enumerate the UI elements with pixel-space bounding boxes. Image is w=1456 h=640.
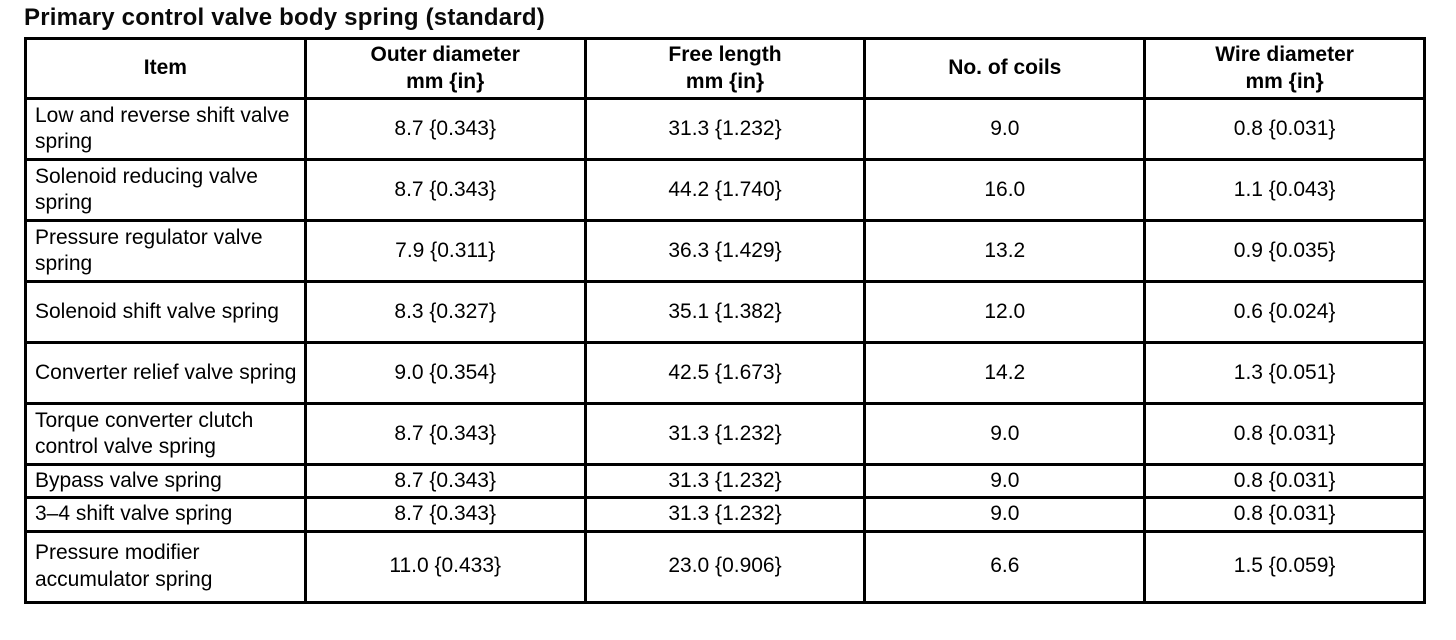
- column-header-unit: mm {in}: [1245, 69, 1324, 93]
- free-length-cell: 31.3 {1.232}: [583, 462, 867, 500]
- spring-spec-table: Item Outer diameter mm {in} Free length …: [24, 37, 1426, 604]
- column-header-no-of-coils: No. of coils: [863, 37, 1147, 100]
- table-row: Solenoid reducing valve spring 8.7 {0.34…: [24, 158, 1426, 222]
- no-of-coils-cell: 9.0: [863, 402, 1147, 466]
- item-cell: Low and reverse shift valve spring: [24, 97, 307, 161]
- outer-diameter-cell: 8.3 {0.327}: [303, 280, 587, 344]
- column-header-label: Wire diameter: [1215, 43, 1354, 67]
- table-row: Solenoid shift valve spring 8.3 {0.327} …: [24, 280, 1426, 344]
- no-of-coils-cell: 16.0: [863, 158, 1147, 222]
- wire-diameter-cell: 0.8 {0.031}: [1143, 402, 1426, 466]
- no-of-coils-cell: 9.0: [863, 97, 1147, 161]
- item-cell: Solenoid shift valve spring: [24, 280, 307, 344]
- table-row: Pressure regulator valve spring 7.9 {0.3…: [24, 219, 1426, 283]
- free-length-cell: 36.3 {1.429}: [583, 219, 867, 283]
- wire-diameter-cell: 0.9 {0.035}: [1143, 219, 1426, 283]
- item-cell: 3–4 shift valve spring: [24, 496, 307, 533]
- no-of-coils-cell: 6.6: [863, 529, 1147, 604]
- column-header-label: No. of coils: [948, 56, 1062, 80]
- outer-diameter-cell: 8.7 {0.343}: [303, 496, 587, 533]
- outer-diameter-cell: 7.9 {0.311}: [303, 219, 587, 283]
- item-cell: Bypass valve spring: [24, 462, 307, 500]
- table-row: Torque converter clutch control valve sp…: [24, 402, 1426, 466]
- table-row: Bypass valve spring 8.7 {0.343} 31.3 {1.…: [24, 462, 1426, 500]
- free-length-cell: 44.2 {1.740}: [583, 158, 867, 222]
- outer-diameter-cell: 11.0 {0.433}: [303, 529, 587, 604]
- table-row: 3–4 shift valve spring 8.7 {0.343} 31.3 …: [24, 496, 1426, 533]
- no-of-coils-cell: 9.0: [863, 496, 1147, 533]
- table-row: Low and reverse shift valve spring 8.7 {…: [24, 97, 1426, 161]
- document-page: Primary control valve body spring (stand…: [24, 4, 1426, 604]
- item-cell: Pressure regulator valve spring: [24, 219, 307, 283]
- header-row: Item Outer diameter mm {in} Free length …: [24, 37, 1426, 100]
- outer-diameter-cell: 8.7 {0.343}: [303, 462, 587, 500]
- wire-diameter-cell: 1.3 {0.051}: [1143, 341, 1426, 405]
- outer-diameter-cell: 8.7 {0.343}: [303, 402, 587, 466]
- column-header-item: Item: [24, 37, 307, 100]
- wire-diameter-cell: 1.5 {0.059}: [1143, 529, 1426, 604]
- free-length-cell: 42.5 {1.673}: [583, 341, 867, 405]
- outer-diameter-cell: 8.7 {0.343}: [303, 158, 587, 222]
- column-header-label: Item: [143, 56, 187, 80]
- item-cell: Pressure modifier accumulator spring: [24, 529, 307, 604]
- no-of-coils-cell: 9.0: [863, 462, 1147, 500]
- outer-diameter-cell: 8.7 {0.343}: [303, 97, 587, 161]
- column-header-unit: mm {in}: [685, 69, 765, 93]
- table-header: Item Outer diameter mm {in} Free length …: [24, 37, 1426, 100]
- column-header-wire-diameter: Wire diameter mm {in}: [1143, 37, 1426, 100]
- no-of-coils-cell: 14.2: [863, 341, 1147, 405]
- no-of-coils-cell: 12.0: [863, 280, 1147, 344]
- wire-diameter-cell: 1.1 {0.043}: [1143, 158, 1426, 222]
- item-cell: Converter relief valve spring: [24, 341, 307, 405]
- no-of-coils-cell: 13.2: [863, 219, 1147, 283]
- free-length-cell: 31.3 {1.232}: [583, 97, 867, 161]
- column-header-label: Free length: [668, 43, 782, 67]
- outer-diameter-cell: 9.0 {0.354}: [303, 341, 587, 405]
- wire-diameter-cell: 0.6 {0.024}: [1143, 280, 1426, 344]
- item-cell: Solenoid reducing valve spring: [24, 158, 307, 222]
- page-title: Primary control valve body spring (stand…: [24, 4, 545, 31]
- free-length-cell: 23.0 {0.906}: [583, 529, 867, 604]
- table-body: Low and reverse shift valve spring 8.7 {…: [24, 97, 1426, 604]
- wire-diameter-cell: 0.8 {0.031}: [1143, 496, 1426, 533]
- column-header-unit: mm {in}: [406, 69, 485, 93]
- wire-diameter-cell: 0.8 {0.031}: [1143, 97, 1426, 161]
- item-cell: Torque converter clutch control valve sp…: [24, 402, 307, 466]
- column-header-label: Outer diameter: [370, 43, 520, 67]
- free-length-cell: 31.3 {1.232}: [583, 402, 867, 466]
- free-length-cell: 35.1 {1.382}: [583, 280, 867, 344]
- column-header-outer-diameter: Outer diameter mm {in}: [303, 37, 587, 100]
- free-length-cell: 31.3 {1.232}: [583, 496, 867, 533]
- wire-diameter-cell: 0.8 {0.031}: [1143, 462, 1426, 500]
- table-row: Converter relief valve spring 9.0 {0.354…: [24, 341, 1426, 405]
- column-header-free-length: Free length mm {in}: [583, 37, 867, 100]
- table-row: Pressure modifier accumulator spring 11.…: [24, 529, 1426, 604]
